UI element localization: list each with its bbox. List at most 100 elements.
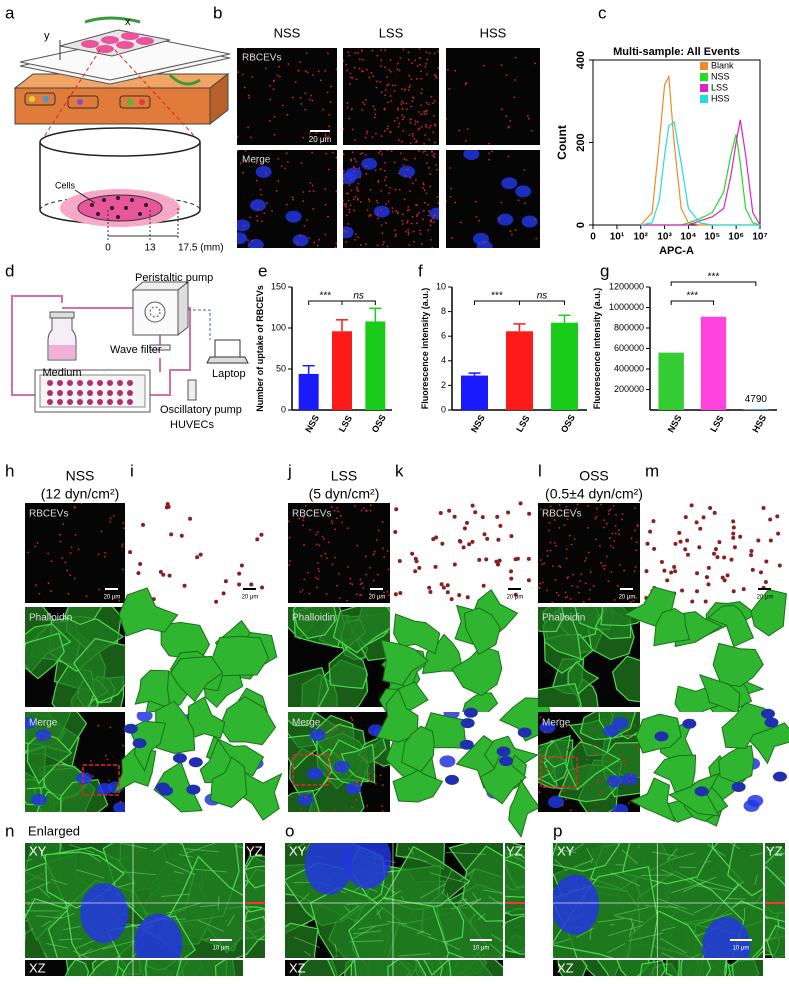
vesicle [249,216,251,219]
cell [298,960,338,976]
vesicle [403,198,406,201]
vesicle [549,549,552,552]
cell [727,843,763,897]
vesicle [304,108,307,111]
vesicle [97,724,100,727]
vesicle [263,212,266,215]
y-tick-label: 400 [575,51,587,69]
vesicle [98,588,101,591]
vesicle [378,763,380,765]
vesicle [312,73,315,76]
vesicle [387,594,390,597]
vesicle [594,517,597,520]
render-vesicle [690,599,695,604]
cell [612,655,640,703]
panel-letter: n [5,821,14,840]
vesicle [384,66,386,69]
cell [765,865,785,923]
render-cell [750,589,787,637]
fiber [376,908,382,919]
render-vesicle [509,576,514,581]
vesicle [352,76,354,79]
fiber [477,913,486,921]
vesicle [335,190,337,193]
image-content [538,712,640,812]
fiber [441,940,460,951]
vesicle [309,181,312,184]
vesicle [483,241,486,244]
vesicle [425,126,427,128]
vesicle [430,95,433,98]
vesicle [558,503,561,506]
vesicle [410,78,413,81]
vesicle [331,563,334,566]
vesicle [374,108,376,111]
vesicle [389,131,392,133]
image-content [25,843,243,958]
vesicle [100,530,103,533]
vesicle [627,712,630,715]
vesicle [387,83,390,86]
vesicle [319,810,321,812]
row-label: Phalloidin [29,613,72,624]
vesicle [633,570,636,573]
vesicle [422,151,424,153]
vesicle [449,195,452,198]
render-vesicle [712,551,717,556]
cell [766,924,785,958]
panel-letter: i [130,461,134,480]
vesicle [256,215,259,218]
vesicle [549,505,552,508]
render-vesicle [394,507,399,512]
vesicle [348,54,351,57]
image-content [237,48,337,139]
cell [639,960,666,976]
vesicle [368,76,371,79]
vesicle [369,504,372,507]
vesicle [334,742,337,744]
vesicle [429,238,432,241]
vesicle [429,224,432,227]
vesicle [421,88,423,91]
render-vesicle [768,517,773,522]
vesicle [607,512,610,515]
nucleus [439,755,456,768]
vesicle [466,128,469,131]
vesicle [356,52,359,55]
render-cell [380,639,430,686]
legend-label: NSS [711,71,730,81]
vesicle [411,182,414,185]
fiber [573,860,592,868]
vesicle [72,797,74,800]
vesicle [488,152,490,155]
vesicle [278,65,281,68]
vesicle [380,91,383,94]
vesicle [409,190,411,193]
nucleus [35,729,52,742]
vesicle [618,744,621,746]
render-vesicle [697,545,702,550]
render-vesicle [526,578,531,583]
fiber [118,843,147,850]
vesicle [91,775,94,777]
vesicle [361,152,364,155]
vesicle [345,192,348,195]
vesicle [616,584,619,587]
fiber [679,866,696,869]
plane-label: XY [29,843,47,858]
vesicle [403,158,406,160]
bar [700,316,727,410]
vesicle [104,551,107,554]
vesicle [433,73,436,76]
vesicle [365,573,368,576]
cell [63,607,103,626]
y-tick-label: 10 [436,281,446,291]
vesicle [416,222,418,225]
vesicle [543,562,546,565]
render-vesicle [449,597,454,602]
vesicle [373,771,376,773]
render-vesicle [689,503,694,508]
vesicle [288,564,291,567]
vesicle [508,125,511,128]
